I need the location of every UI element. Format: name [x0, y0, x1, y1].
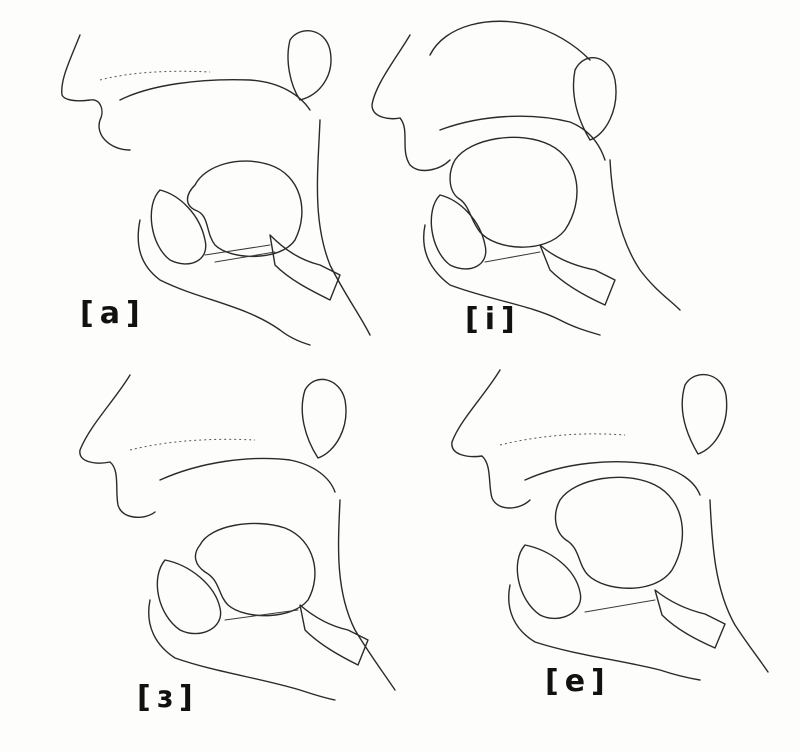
velum-i [572, 57, 617, 141]
nose-profile-e [451, 369, 531, 509]
label-i: [i] [465, 302, 521, 337]
palate-e [524, 461, 701, 496]
tongue-e [554, 476, 684, 589]
chin-er [148, 599, 336, 701]
lower-lip-er [156, 559, 222, 635]
tongue-er [194, 522, 316, 617]
label-er: [ɜ] [137, 680, 199, 715]
lower-lip-a [150, 189, 207, 265]
tongue-i [449, 136, 578, 248]
cranial-curve-i [429, 20, 591, 61]
nose-profile-i [371, 34, 451, 172]
chin-e [508, 584, 701, 681]
pharynx-wall-i [609, 159, 681, 311]
larynx-e [654, 589, 726, 649]
nose-profile-er [79, 374, 156, 518]
label-a: [a] [80, 296, 146, 331]
larynx-er [299, 604, 369, 666]
tongue-a [186, 160, 303, 258]
chin-i [423, 224, 601, 336]
palate-a [119, 78, 311, 111]
velum-e [681, 373, 728, 455]
palate-er [159, 457, 336, 493]
vocal-tract-i [371, 20, 681, 336]
lower-lip-e [516, 544, 582, 620]
palate-i [439, 115, 606, 161]
pharynx-wall-e [709, 499, 769, 673]
chin-a [137, 219, 311, 346]
nose-profile-a [61, 34, 131, 151]
vocal-tract-e [451, 369, 769, 681]
velum-a [287, 30, 332, 101]
pharynx-wall-a [316, 119, 371, 336]
label-e: [e] [545, 664, 611, 699]
larynx-a [269, 234, 341, 301]
vocal-tract-er [79, 374, 396, 701]
velum-er [301, 378, 347, 459]
larynx-i [539, 244, 616, 306]
lower-lip-i [430, 194, 487, 270]
pharynx-wall-er [337, 499, 396, 691]
vocal-tract-a [61, 30, 371, 346]
